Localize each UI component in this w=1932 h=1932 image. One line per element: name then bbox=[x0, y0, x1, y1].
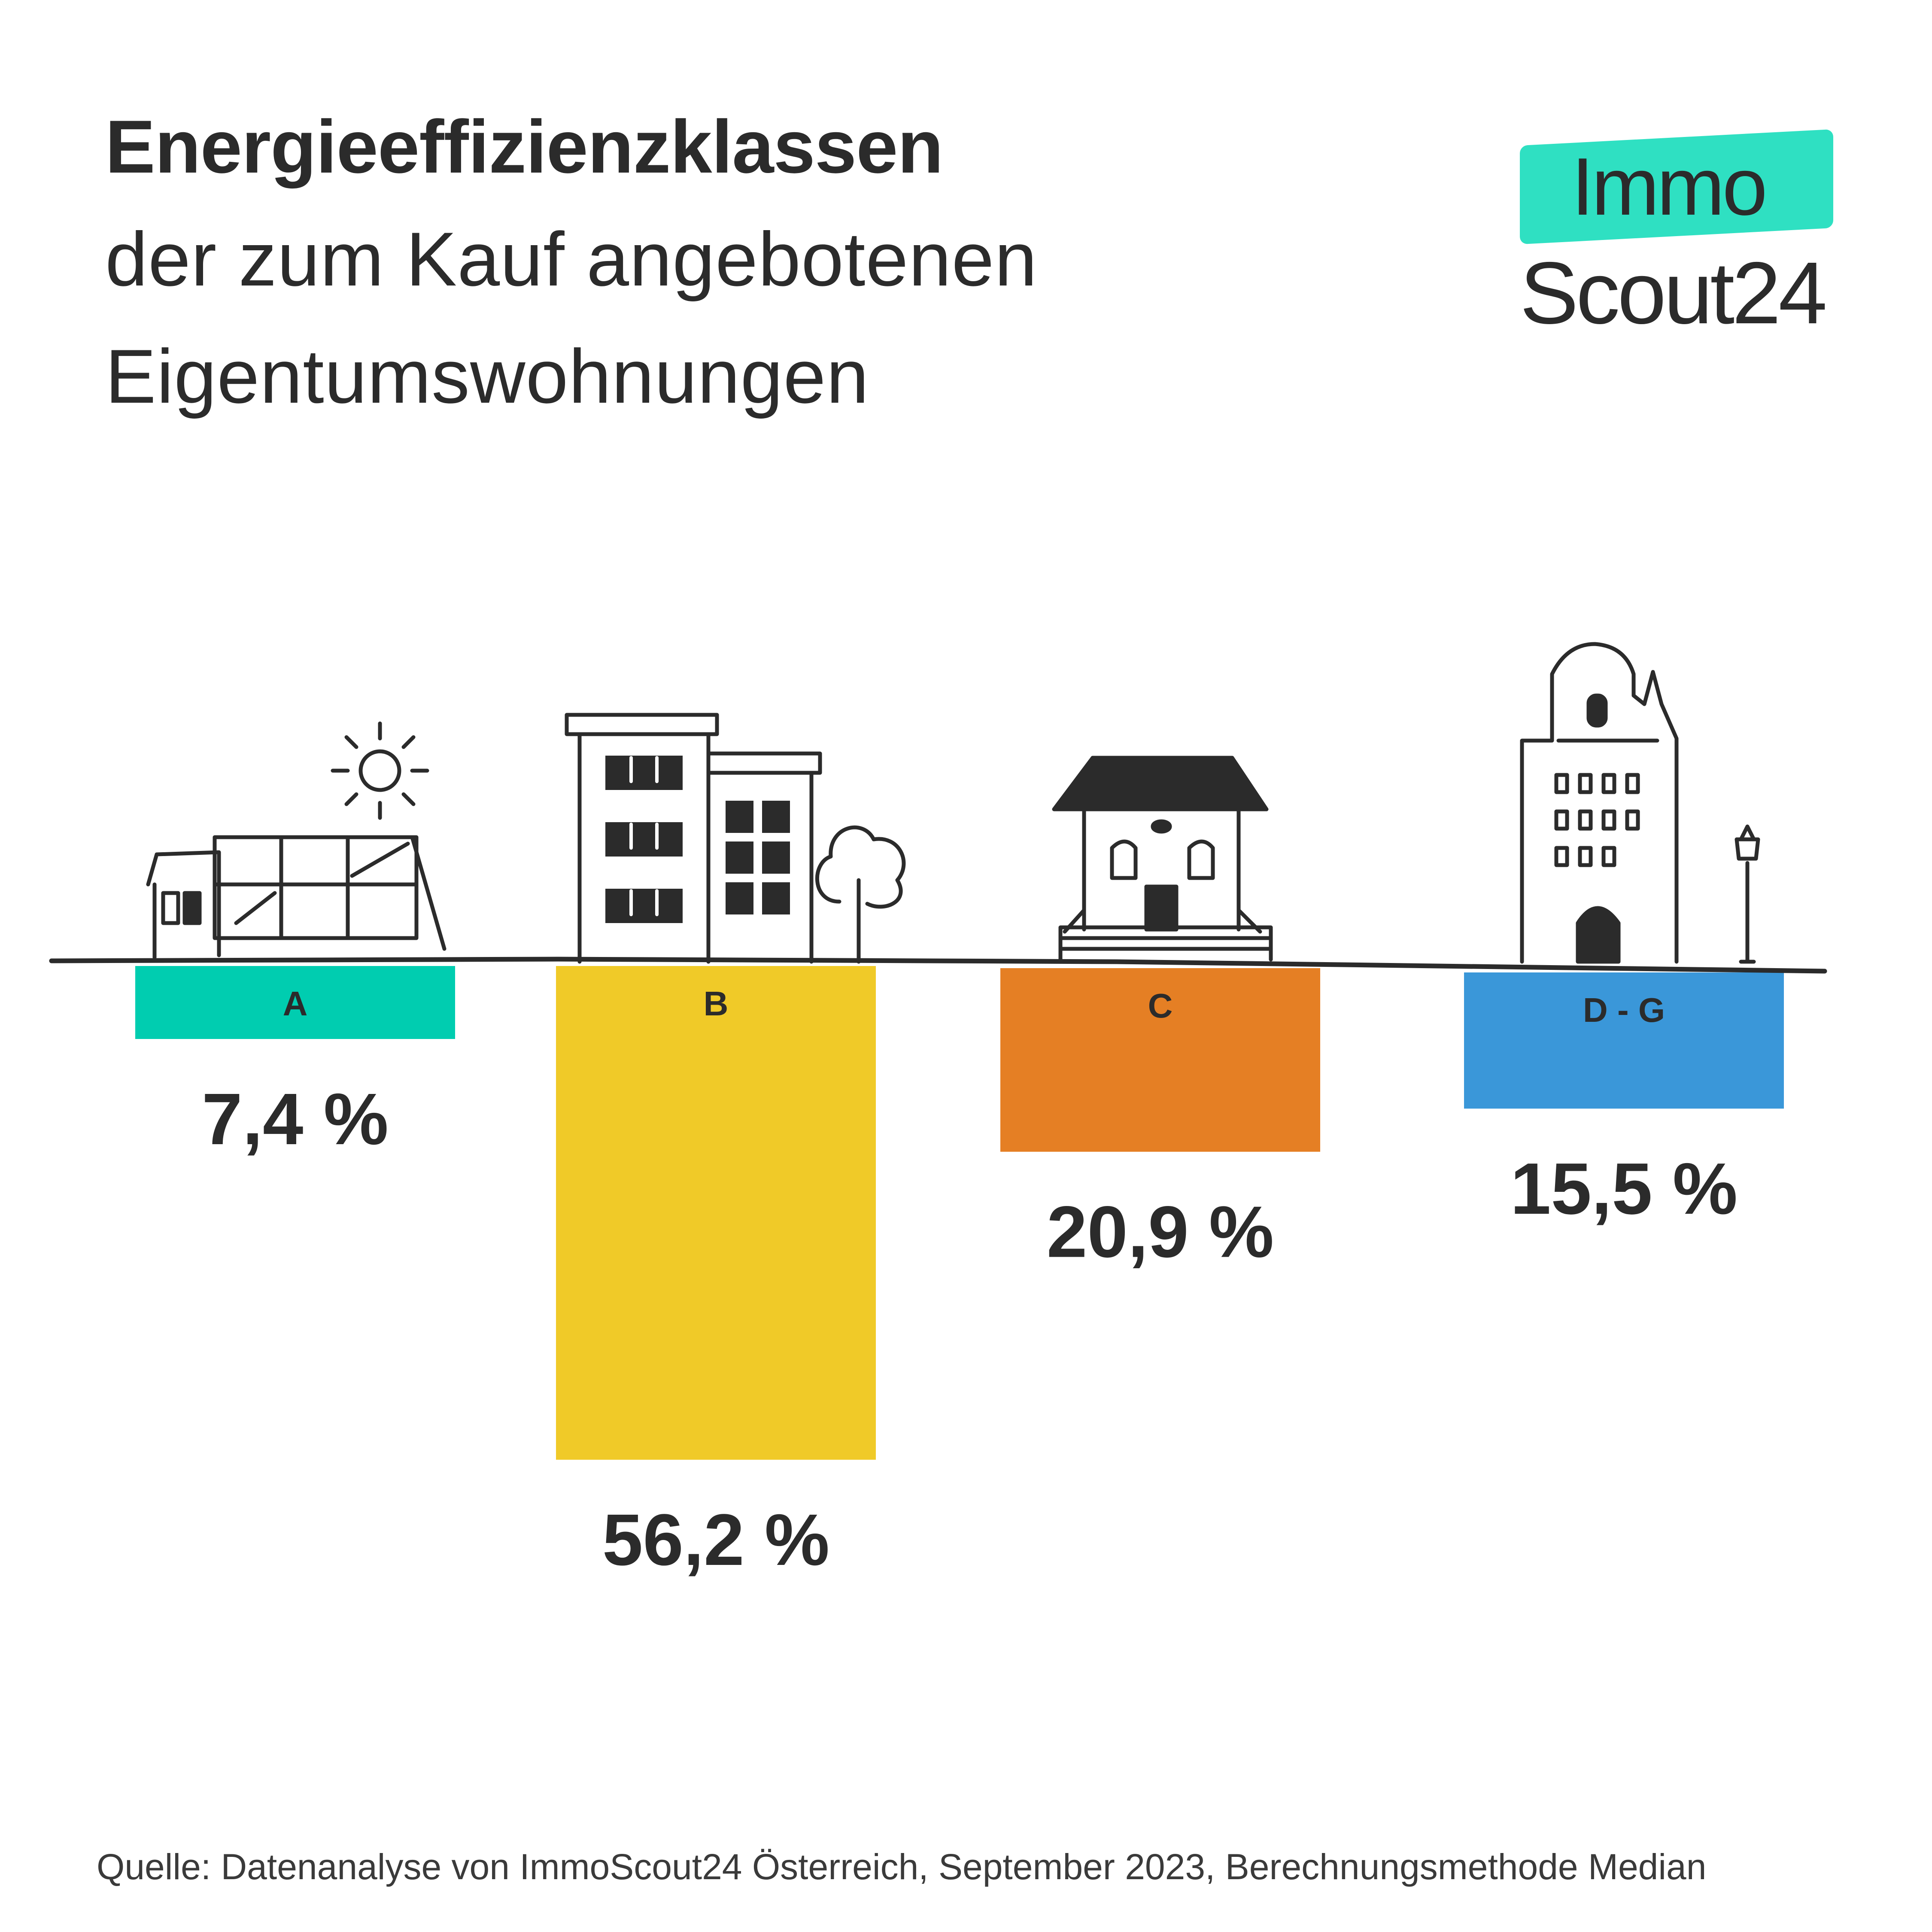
tree-icon bbox=[815, 825, 906, 964]
value-label-4: 15,5 % bbox=[1510, 1148, 1738, 1230]
apartment-buildings-icon bbox=[565, 713, 906, 964]
immoscout24-logo: Immo Scout24 bbox=[1503, 116, 1868, 339]
category-label-2: B bbox=[704, 984, 729, 1023]
bar-3 bbox=[1000, 968, 1320, 1152]
value-label-2: 56,2 % bbox=[602, 1499, 829, 1581]
chart-subtitle-line-2: Eigentumswohnungen bbox=[105, 334, 869, 419]
bars-layer bbox=[135, 966, 1784, 1460]
value-label-3: 20,9 % bbox=[1047, 1191, 1274, 1273]
chart-subtitle-line-1: der zum Kauf angebotenen bbox=[105, 216, 1038, 302]
sun-icon bbox=[331, 721, 429, 820]
icons-layer bbox=[146, 642, 1760, 964]
value-label-1: 7,4 % bbox=[202, 1078, 389, 1160]
chart-title: Energieeffizienzklassen bbox=[105, 105, 943, 189]
bar-4 bbox=[1464, 972, 1784, 1109]
bar-2 bbox=[556, 966, 876, 1460]
chart-title-block: Energieeffizienzklassen der zum Kauf ang… bbox=[105, 109, 1037, 415]
source-note: Quelle: Datenanalyse von ImmoScout24 Öst… bbox=[97, 1847, 1707, 1887]
category-label-3: C bbox=[1148, 987, 1173, 1025]
labels-layer: A 7,4 % B 56,2 % C 20,9 % D - G 15,5 % bbox=[202, 984, 1738, 1581]
category-label-4: D - G bbox=[1583, 991, 1665, 1029]
solar-house-icon bbox=[146, 721, 447, 960]
category-label-1: A bbox=[283, 984, 308, 1023]
bar-1 bbox=[135, 966, 455, 1039]
logo-text-scout24: Scout24 bbox=[1520, 244, 1827, 342]
logo-text-immo: Immo bbox=[1571, 141, 1768, 232]
ground-line bbox=[49, 957, 1827, 974]
historic-townhouse-icon bbox=[1520, 642, 1760, 964]
villa-icon bbox=[1052, 756, 1273, 962]
street-lamp-icon bbox=[1735, 824, 1760, 964]
